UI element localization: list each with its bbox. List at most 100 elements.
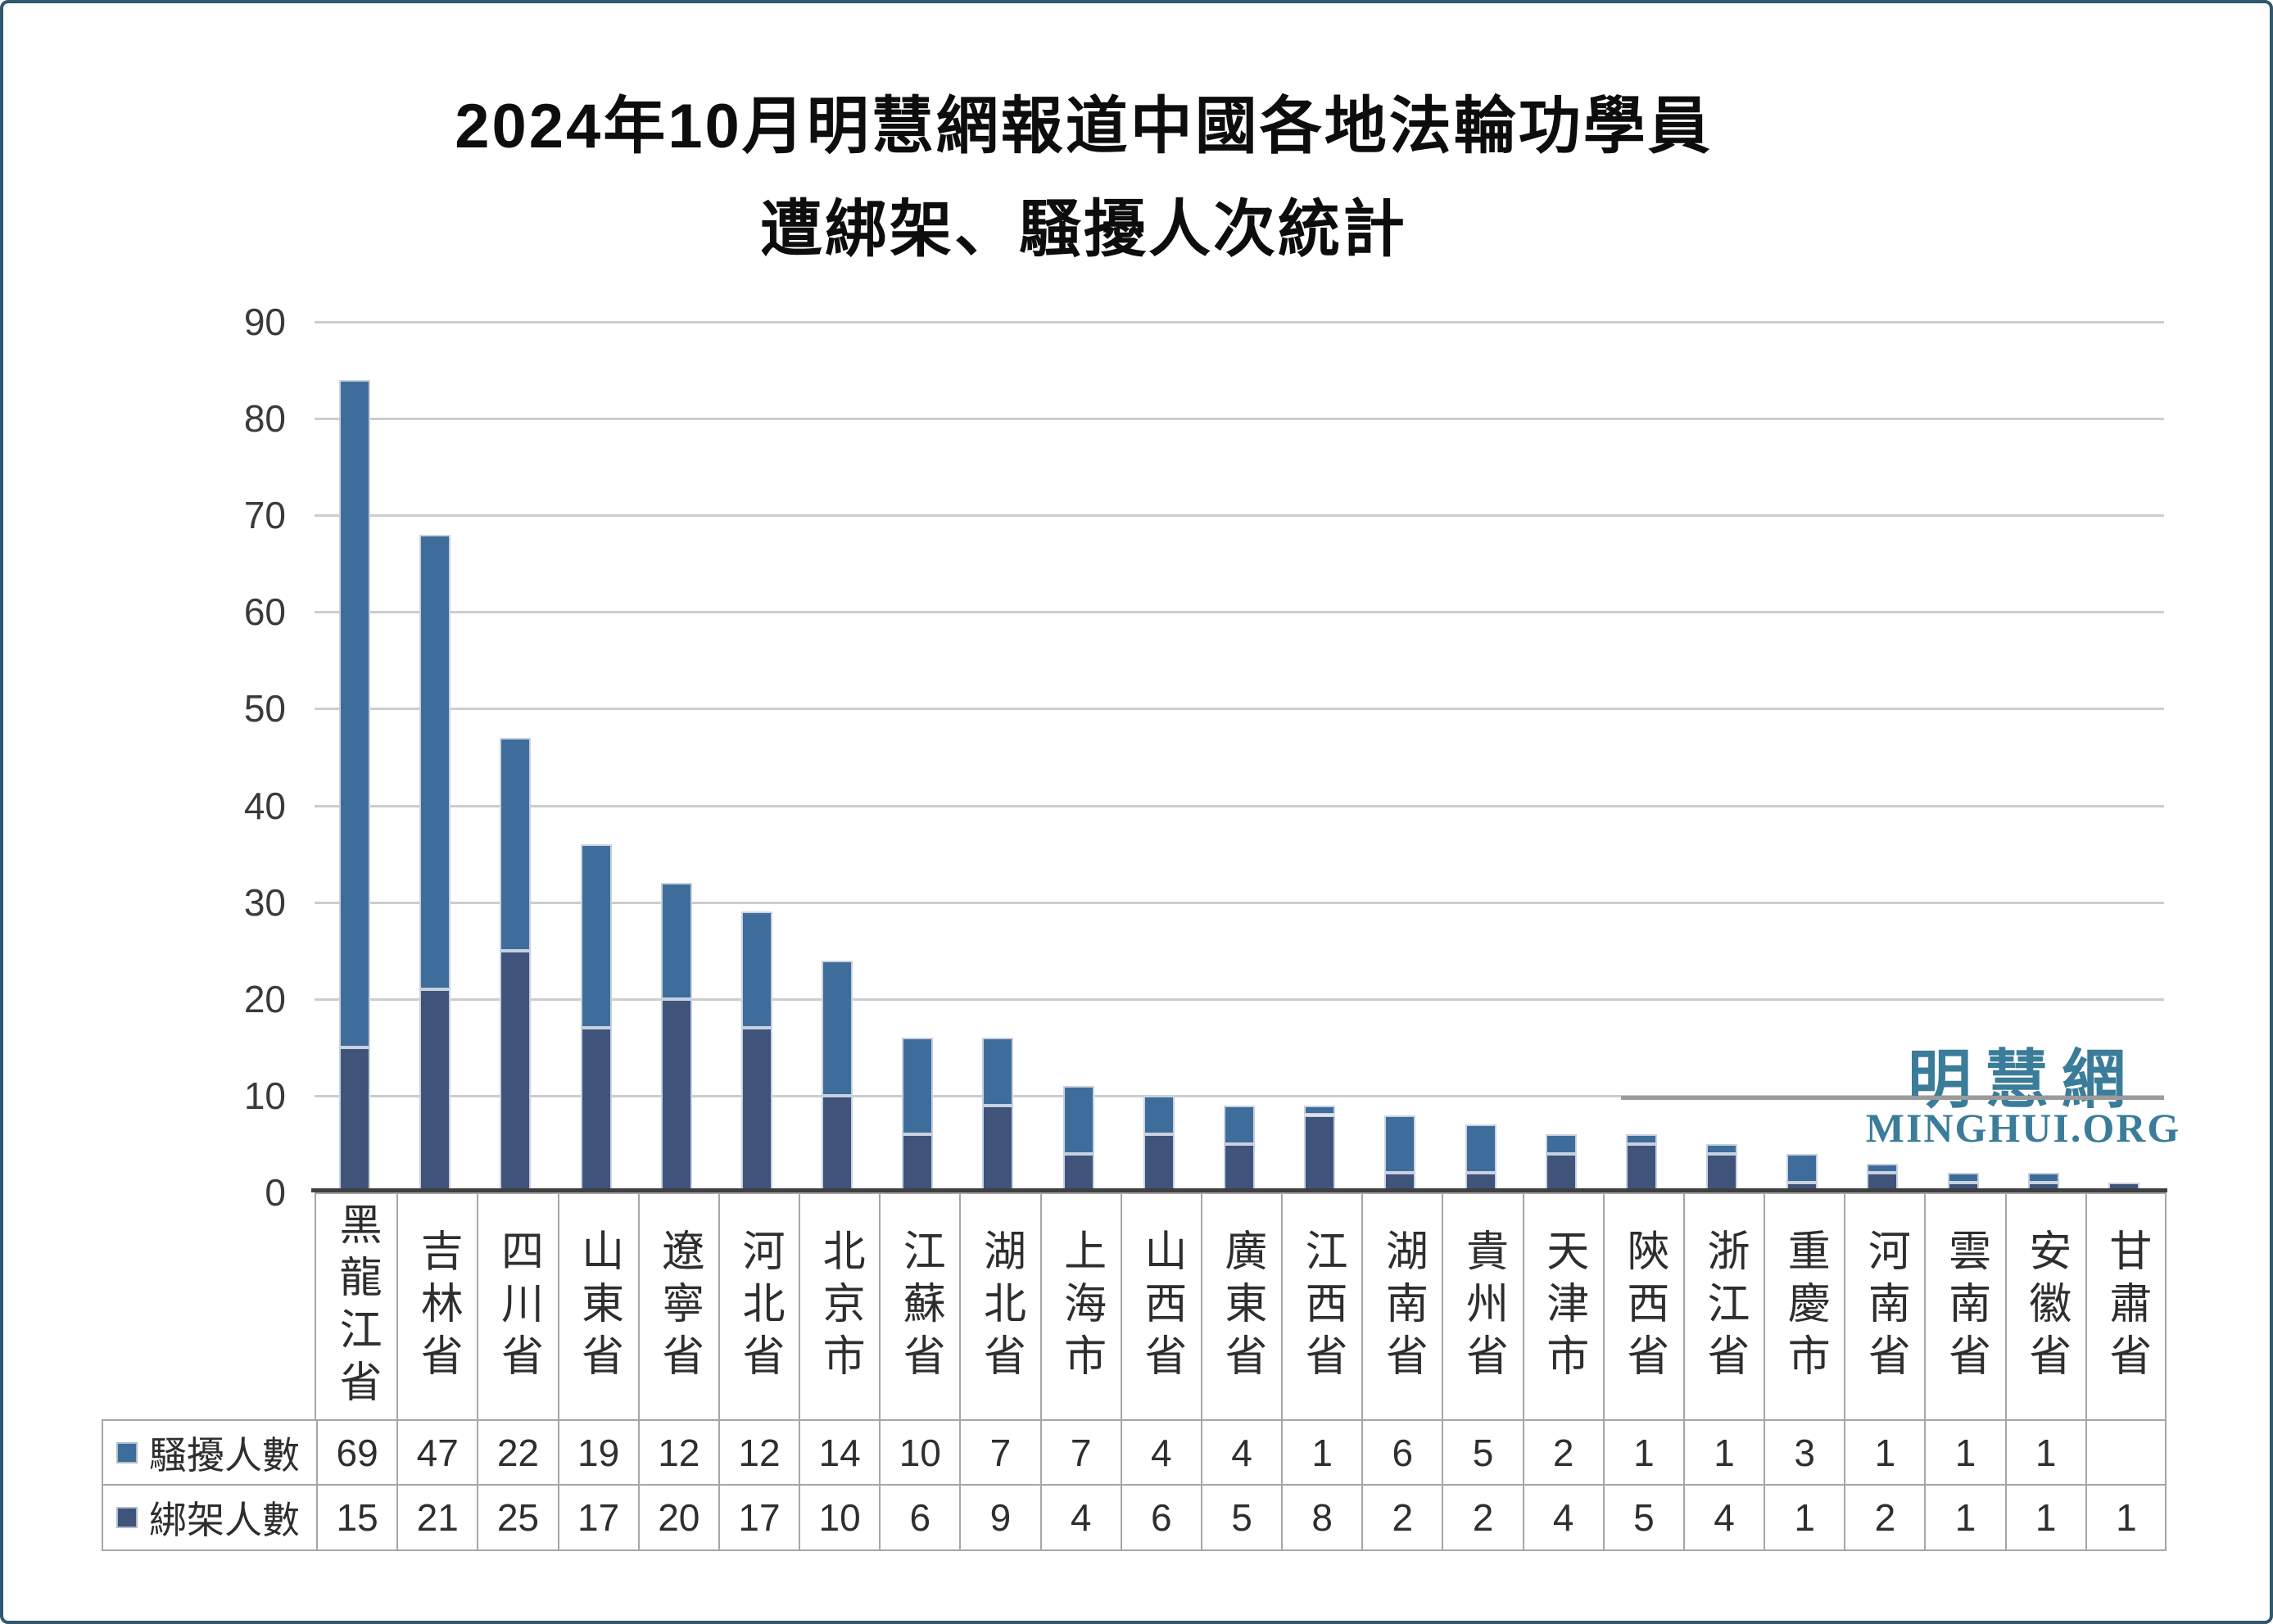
category-cell: 黑龍江省	[316, 1194, 396, 1419]
bar-segment-harassed	[339, 379, 371, 1047]
harassed-value: 19	[577, 1431, 620, 1474]
abducted-value-cell: 9	[959, 1486, 1039, 1549]
bar-segment-harassed	[1625, 1134, 1657, 1144]
harassed-value-cell: 1	[1844, 1421, 1924, 1484]
bar-segment-abducted	[580, 1028, 612, 1192]
category-cell: 廣東省	[1200, 1194, 1281, 1419]
abducted-value-cell: 1	[1764, 1486, 1844, 1549]
category-label: 廣東省	[1218, 1228, 1266, 1386]
abducted-value-cell: 15	[316, 1486, 396, 1549]
harassed-value: 3	[1794, 1431, 1815, 1474]
abducted-value: 5	[1633, 1496, 1655, 1539]
harassed-value: 4	[1231, 1431, 1252, 1474]
abducted-value-cell: 1	[2004, 1486, 2085, 1549]
gridline	[315, 901, 2164, 904]
x-axis-line	[311, 1188, 2167, 1192]
category-cell: 山東省	[557, 1194, 638, 1419]
gridline	[315, 321, 2164, 323]
bar-segment-harassed	[822, 960, 854, 1096]
harassed-value: 22	[496, 1431, 540, 1474]
bar-segment-harassed	[1304, 1105, 1336, 1115]
category-label: 吉林省	[414, 1228, 462, 1386]
y-axis-tick-label: 60	[243, 590, 286, 634]
harassed-value: 1	[1714, 1431, 1735, 1474]
abducted-value-cell: 17	[557, 1486, 638, 1549]
abducted-value-cell: 1	[1924, 1486, 2004, 1549]
bar-segment-abducted	[740, 1028, 772, 1192]
category-cell: 河南省	[1844, 1194, 1924, 1419]
abducted-value: 10	[818, 1496, 861, 1539]
minghui-logo-underline	[1621, 1096, 2164, 1100]
bar-segment-abducted	[1304, 1115, 1336, 1192]
bar-segment-abducted	[1625, 1143, 1657, 1192]
harassed-value: 5	[1472, 1431, 1494, 1474]
abducted-value-cell: 1	[2085, 1486, 2166, 1549]
y-axis-tick-label: 90	[243, 301, 286, 343]
category-label: 甘肅省	[2102, 1228, 2150, 1386]
abducted-value: 1	[2035, 1496, 2057, 1539]
category-label: 湖北省	[976, 1228, 1025, 1386]
abducted-value-cell: 5	[1602, 1486, 1683, 1549]
category-cell: 江蘇省	[879, 1194, 959, 1419]
y-axis-tick-label: 0	[265, 1171, 286, 1214]
category-label: 湖南省	[1379, 1228, 1427, 1386]
abducted-value: 4	[1070, 1496, 1092, 1539]
abducted-value: 17	[738, 1496, 781, 1539]
category-cell: 四川省	[477, 1194, 557, 1419]
harassed-value-cell: 1	[2004, 1421, 2085, 1484]
harassed-value: 14	[818, 1431, 861, 1474]
abducted-legend-swatch-icon	[116, 1507, 138, 1528]
harassed-value-cell: 10	[879, 1421, 959, 1484]
category-cell: 浙江省	[1682, 1194, 1764, 1419]
y-axis-tick-label: 50	[243, 687, 286, 731]
abducted-value: 2	[1874, 1496, 1896, 1539]
y-axis-tick-label: 30	[243, 880, 286, 924]
bar-segment-harassed	[2027, 1173, 2059, 1183]
bar-segment-abducted	[1224, 1143, 1255, 1192]
harassed-value-cell: 4	[1120, 1421, 1201, 1484]
harassed-value: 69	[336, 1431, 378, 1474]
category-cell: 北京市	[799, 1194, 879, 1419]
gridline	[315, 514, 2164, 518]
category-label: 貴州省	[1459, 1228, 1507, 1386]
category-label: 天津市	[1539, 1228, 1587, 1386]
abducted-value-cell: 2	[1442, 1486, 1522, 1549]
y-axis-tick-label: 40	[243, 784, 286, 827]
harassed-value-cell: 6	[1361, 1421, 1442, 1484]
bar-segment-harassed	[1867, 1163, 1899, 1174]
harassed-value-cell	[2085, 1421, 2166, 1484]
abducted-value: 5	[1231, 1496, 1252, 1539]
bar-segment-harassed	[902, 1038, 934, 1135]
bar-segment-harassed	[1465, 1124, 1496, 1174]
chart-title-line2: 遭綁架、騷擾人次統計	[760, 195, 1407, 265]
harassed-value-cell: 7	[959, 1421, 1039, 1484]
abducted-value-cell: 6	[1120, 1486, 1201, 1549]
abducted-value: 2	[1472, 1496, 1494, 1539]
category-cell: 山西省	[1120, 1194, 1201, 1419]
category-label: 上海市	[1057, 1228, 1105, 1386]
abducted-value: 1	[2116, 1496, 2137, 1539]
category-label: 安徽省	[2022, 1228, 2070, 1386]
bar-segment-abducted	[660, 998, 692, 1192]
harassed-value-cell: 4	[1200, 1421, 1281, 1484]
gridline	[315, 611, 2164, 614]
bar-segment-harassed	[660, 883, 692, 999]
harassed-value-cell: 12	[637, 1421, 718, 1484]
category-label: 河南省	[1861, 1228, 1909, 1386]
harassed-value: 10	[899, 1431, 941, 1474]
abducted-value: 20	[658, 1496, 700, 1539]
harassed-value-cell: 1	[1602, 1421, 1683, 1484]
abducted-value: 4	[1714, 1496, 1735, 1539]
harassed-value: 2	[1552, 1431, 1574, 1474]
bar-segment-abducted	[822, 1095, 854, 1192]
harassed-value-cell: 1	[1924, 1421, 2004, 1484]
harassed-value-cell: 12	[718, 1421, 799, 1484]
category-label: 陝西省	[1619, 1228, 1668, 1386]
bar-segment-harassed	[500, 737, 532, 951]
abducted-value: 4	[1552, 1496, 1574, 1539]
harassed-value: 4	[1151, 1431, 1172, 1474]
bar-segment-harassed	[1384, 1115, 1416, 1174]
harassed-value: 12	[658, 1431, 700, 1474]
abducted-value: 17	[577, 1496, 620, 1539]
abducted-value: 21	[416, 1496, 459, 1539]
